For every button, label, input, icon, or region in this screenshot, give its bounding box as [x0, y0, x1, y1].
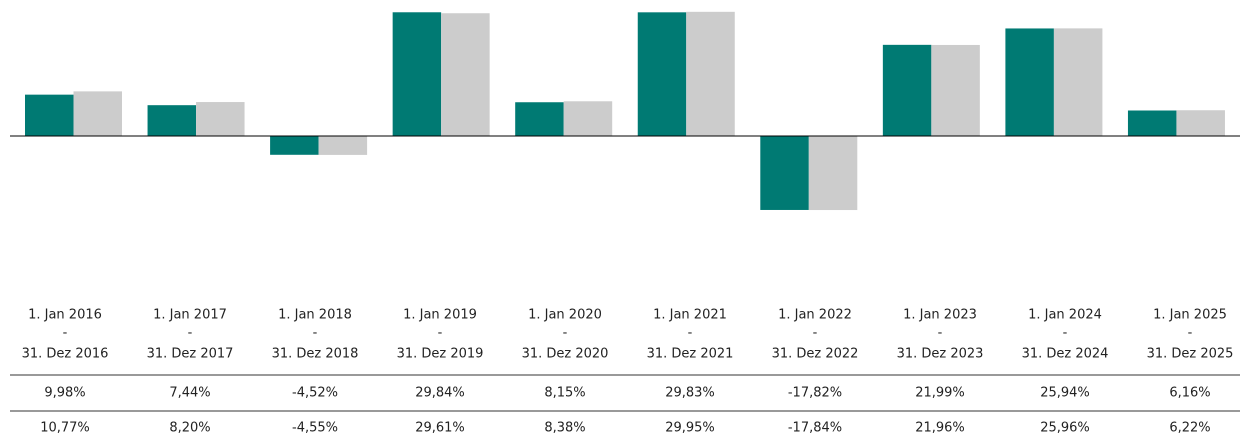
bar: [931, 44, 980, 137]
data-label: 9,98%: [44, 386, 85, 401]
data-label: -4,55%: [292, 421, 338, 436]
data-label: 21,99%: [915, 386, 965, 401]
x-tick-label: -: [188, 326, 193, 341]
bar: [147, 105, 197, 137]
x-tick-label: 1. Jan 2023: [903, 308, 977, 323]
bar: [882, 44, 932, 137]
data-label: 7,44%: [169, 386, 210, 401]
bar: [441, 13, 490, 137]
data-label: 6,22%: [1169, 421, 1210, 436]
data-label: 29,83%: [665, 386, 715, 401]
bar: [1176, 110, 1225, 137]
bar: [686, 11, 735, 137]
x-tick-label: 31. Dez 2025: [1147, 347, 1234, 362]
x-tick-label: 1. Jan 2021: [653, 308, 727, 323]
x-tick-label: 1. Jan 2024: [1028, 308, 1102, 323]
x-tick-label: 31. Dez 2021: [647, 347, 734, 362]
data-label: 25,94%: [1040, 386, 1090, 401]
x-tick-label: -: [438, 326, 443, 341]
bar: [318, 136, 368, 155]
x-tick-label: 1. Jan 2020: [528, 308, 602, 323]
x-tick-label: -: [813, 326, 818, 341]
bar: [637, 12, 687, 137]
bar: [515, 102, 564, 137]
x-tick-label: 31. Dez 2022: [772, 347, 859, 362]
bar: [73, 91, 122, 137]
data-label: 8,38%: [544, 421, 585, 436]
data-label: -4,52%: [292, 386, 338, 401]
x-tick-label: 31. Dez 2024: [1022, 347, 1109, 362]
data-label: 29,95%: [665, 421, 715, 436]
bar: [1127, 110, 1177, 137]
data-label: 25,96%: [1040, 421, 1090, 436]
bar: [563, 101, 613, 137]
x-tick-label: 1. Jan 2019: [403, 308, 477, 323]
data-label: 8,15%: [544, 386, 585, 401]
x-tick-label: 31. Dez 2023: [897, 347, 984, 362]
x-tick-label: 1. Jan 2025: [1153, 308, 1227, 323]
data-label: 6,16%: [1169, 386, 1210, 401]
data-label: -17,82%: [788, 386, 842, 401]
data-label: 8,20%: [169, 421, 210, 436]
bar: [808, 136, 858, 211]
x-tick-label: 1. Jan 2017: [153, 308, 227, 323]
bar: [25, 94, 74, 137]
x-tick-label: -: [63, 326, 68, 341]
bar: [1005, 28, 1054, 137]
bar: [392, 12, 442, 137]
x-tick-label: -: [938, 326, 943, 341]
x-tick-label: -: [1063, 326, 1068, 341]
bar: [270, 136, 319, 155]
x-tick-label: -: [688, 326, 693, 341]
x-tick-label: -: [1188, 326, 1193, 341]
bar: [760, 136, 809, 210]
data-label: 10,77%: [40, 421, 90, 436]
x-tick-label: 31. Dez 2017: [147, 347, 234, 362]
x-tick-label: 1. Jan 2016: [28, 308, 102, 323]
bar: [1053, 28, 1103, 137]
data-label: 21,96%: [915, 421, 965, 436]
x-tick-label: 31. Dez 2016: [22, 347, 109, 362]
x-tick-label: -: [313, 326, 318, 341]
x-tick-label: 31. Dez 2020: [522, 347, 609, 362]
x-tick-label: -: [563, 326, 568, 341]
x-tick-label: 31. Dez 2018: [272, 347, 359, 362]
x-tick-label: 1. Jan 2022: [778, 308, 852, 323]
data-label: 29,84%: [415, 386, 465, 401]
bar: [196, 102, 245, 137]
data-label: 29,61%: [415, 421, 465, 436]
x-tick-label: 31. Dez 2019: [397, 347, 484, 362]
data-label: -17,84%: [788, 421, 842, 436]
x-tick-label: 1. Jan 2018: [278, 308, 352, 323]
